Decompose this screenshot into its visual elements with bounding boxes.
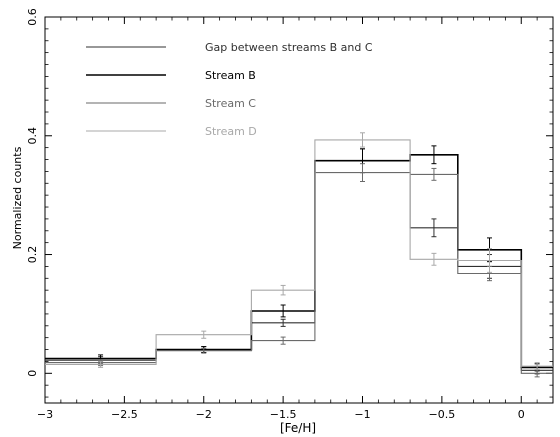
- y-tick-label: 0.6: [26, 8, 39, 26]
- x-tick-label: −3: [37, 408, 53, 421]
- legend-label: Gap between streams B and C: [205, 41, 373, 54]
- x-tick-label: 0: [518, 408, 525, 421]
- legend: Gap between streams B and C Stream B Strea…: [86, 41, 373, 138]
- series-layer: [45, 132, 553, 378]
- legend-label: Stream D: [205, 125, 257, 138]
- y-axis-label: Normalized counts: [11, 146, 24, 249]
- x-axis-label: [Fe/H]: [280, 421, 316, 435]
- series-3: [45, 132, 553, 371]
- x-tick-label: −2: [196, 408, 212, 421]
- y-tick-label: 0: [26, 370, 39, 377]
- y-tick-label: 0.2: [26, 246, 39, 263]
- x-tick-label: −0.5: [429, 408, 456, 421]
- axis-ticks: −3 −2.5 −2 −1.5 −1 −0.5 0 0 0.2 0.4 0.6: [26, 8, 554, 421]
- y-tick-label: 0.4: [26, 127, 39, 145]
- legend-label: Stream B: [205, 69, 256, 82]
- legend-label: Stream C: [205, 97, 256, 110]
- x-tick-label: −1.5: [270, 408, 297, 421]
- x-tick-label: −2.5: [111, 408, 138, 421]
- x-tick-label: −1: [354, 408, 370, 421]
